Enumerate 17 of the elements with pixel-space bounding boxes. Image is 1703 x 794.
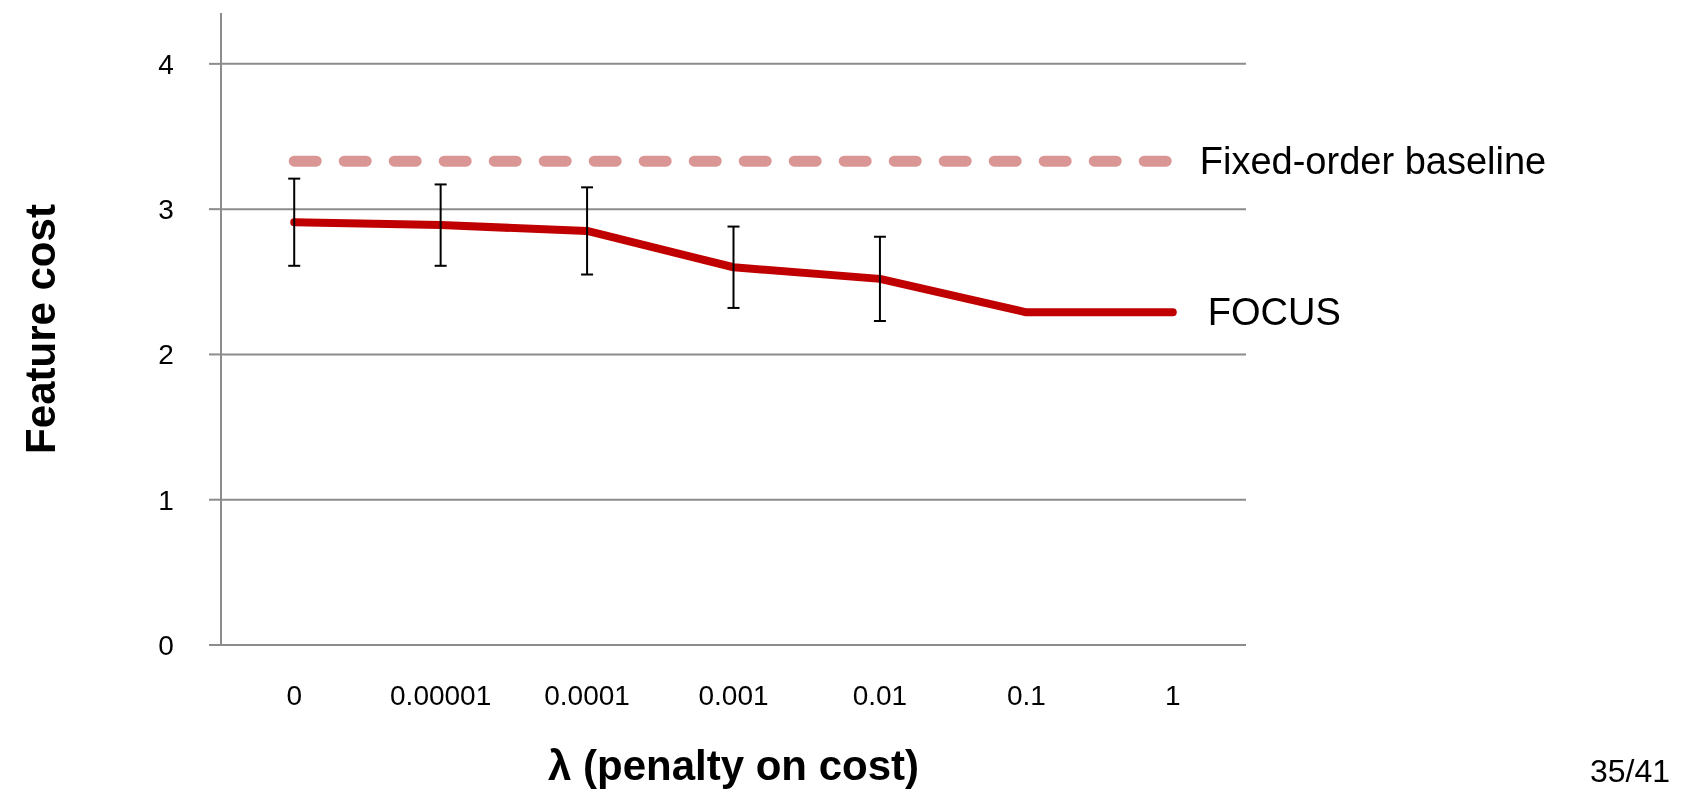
y-axis-title: Feature cost [17,204,64,454]
x-tick-label: 0.1 [1006,680,1046,711]
series-label: FOCUS [1207,291,1341,334]
y-tick-label: 1 [158,484,174,516]
x-tick-label: 0.00001 [390,680,492,711]
x-tick-label: 0.01 [852,680,908,711]
x-tick-label: 1 [1165,680,1181,711]
y-tick-label: 2 [158,339,174,371]
x-tick-label: 0 [286,680,302,711]
x-tick-label: 0.0001 [544,680,630,711]
y-tick-label: 4 [158,48,174,80]
text: 35/41 [1589,753,1670,789]
x-axis-title: λ (penalty on cost) [547,742,920,789]
series-label: Fixed-order baseline [1199,140,1547,183]
x-tick-label: 0.001 [698,680,769,711]
y-tick-label: 3 [158,194,174,226]
y-tick-label: 0 [158,630,174,661]
